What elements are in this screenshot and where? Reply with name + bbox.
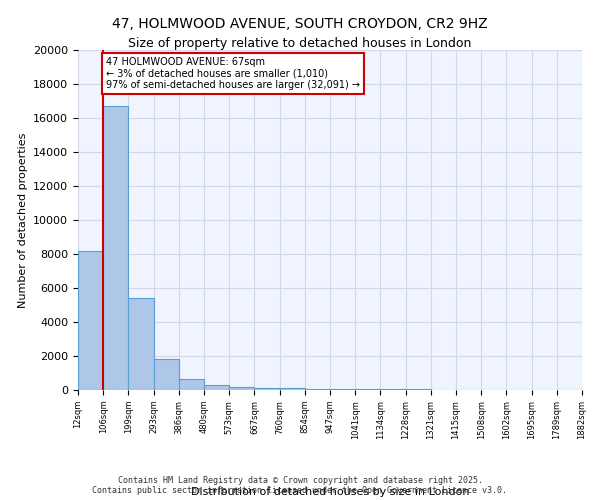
Text: 47, HOLMWOOD AVENUE, SOUTH CROYDON, CR2 9HZ: 47, HOLMWOOD AVENUE, SOUTH CROYDON, CR2 … [112, 18, 488, 32]
Text: 47 HOLMWOOD AVENUE: 67sqm
← 3% of detached houses are smaller (1,010)
97% of sem: 47 HOLMWOOD AVENUE: 67sqm ← 3% of detach… [106, 57, 360, 90]
Bar [78, 250, 103, 390]
Bar [179, 379, 204, 390]
Bar [154, 360, 179, 390]
Text: Size of property relative to detached houses in London: Size of property relative to detached ho… [128, 38, 472, 51]
X-axis label: Distribution of detached houses by size in London: Distribution of detached houses by size … [191, 488, 469, 498]
Bar [254, 388, 280, 390]
Bar [204, 384, 229, 390]
Text: Contains HM Land Registry data © Crown copyright and database right 2025.
Contai: Contains HM Land Registry data © Crown c… [92, 476, 508, 495]
Bar [330, 389, 355, 390]
Bar [128, 298, 154, 390]
Bar [229, 387, 254, 390]
Bar [305, 388, 330, 390]
Bar [103, 106, 128, 390]
Y-axis label: Number of detached properties: Number of detached properties [17, 132, 28, 308]
Bar [355, 389, 380, 390]
Bar [280, 388, 305, 390]
